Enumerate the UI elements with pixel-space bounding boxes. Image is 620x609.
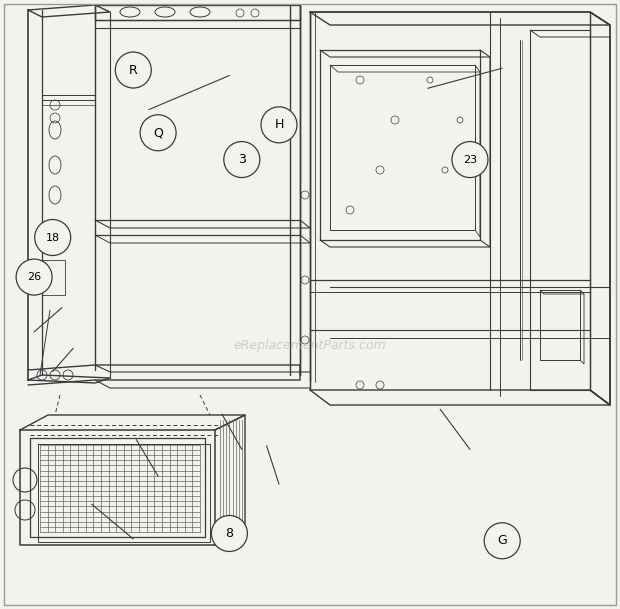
Circle shape <box>484 523 520 559</box>
Text: Q: Q <box>153 126 163 139</box>
Text: R: R <box>129 63 138 77</box>
Circle shape <box>452 141 488 178</box>
Text: 23: 23 <box>463 155 477 164</box>
Text: 18: 18 <box>46 233 60 242</box>
Text: H: H <box>274 118 284 132</box>
Circle shape <box>16 259 52 295</box>
Circle shape <box>261 107 297 143</box>
Circle shape <box>115 52 151 88</box>
Text: eReplacementParts.com: eReplacementParts.com <box>234 339 386 351</box>
Circle shape <box>224 141 260 178</box>
Circle shape <box>140 114 176 151</box>
Text: 3: 3 <box>238 153 246 166</box>
Circle shape <box>211 515 247 552</box>
Circle shape <box>35 219 71 256</box>
Text: 26: 26 <box>27 272 41 282</box>
Text: 8: 8 <box>226 527 233 540</box>
Text: G: G <box>497 534 507 547</box>
